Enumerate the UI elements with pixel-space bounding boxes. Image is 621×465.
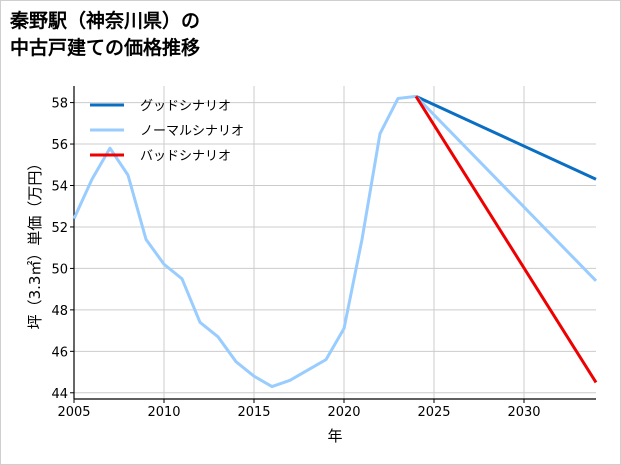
- y-tick-label: 44: [51, 387, 68, 402]
- x-tick-label: 2015: [237, 405, 270, 420]
- scenario-line-0: [415, 95, 597, 181]
- x-axis-label: 年: [327, 427, 342, 445]
- legend-label: バッドシナリオ: [140, 149, 231, 164]
- y-axis-label: 坪（3.3㎡）単価（万円）: [26, 156, 44, 330]
- y-tick-label: 56: [51, 138, 68, 153]
- title-line-2: 中古戸建ての価格推移: [10, 37, 201, 59]
- title-line-1: 秦野駅（神奈川県）の: [10, 10, 201, 32]
- scenario-line-2: [414, 95, 598, 384]
- x-tick-label: 2005: [57, 405, 90, 420]
- y-tick-label: 52: [51, 221, 68, 236]
- y-tick-label: 58: [51, 97, 68, 112]
- scenario-line-1: [414, 95, 598, 282]
- x-tick-label: 2030: [507, 405, 540, 420]
- historical-line: [72, 94, 417, 389]
- y-tick-label: 54: [51, 179, 68, 194]
- legend-label: ノーマルシナリオ: [140, 124, 244, 139]
- x-tick-label: 2020: [327, 405, 360, 420]
- y-tick-label: 50: [51, 262, 68, 277]
- chart-title: 秦野駅（神奈川県）の 中古戸建ての価格推移: [10, 8, 200, 62]
- x-tick-label: 2010: [147, 405, 180, 420]
- y-tick-label: 46: [51, 345, 68, 360]
- legend-label: グッドシナリオ: [140, 99, 231, 114]
- x-tick-label: 2025: [417, 405, 450, 420]
- y-tick-label: 48: [51, 304, 68, 319]
